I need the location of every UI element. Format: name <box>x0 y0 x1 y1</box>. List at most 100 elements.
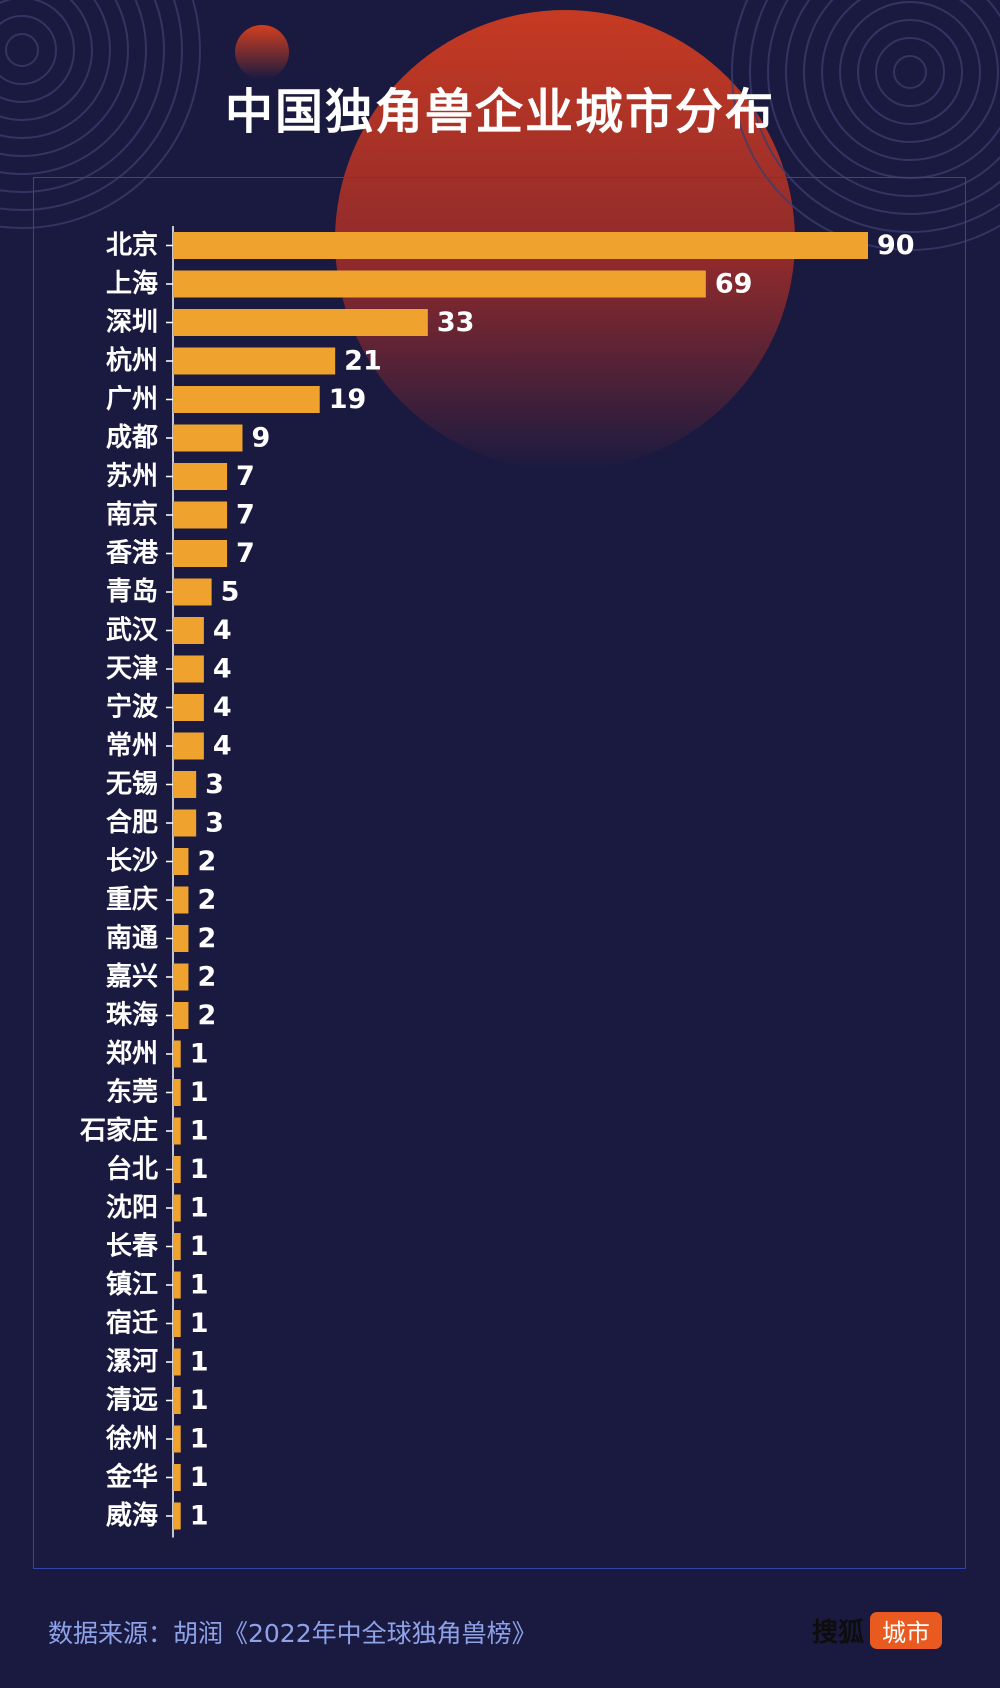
data-label: 4 <box>213 615 232 646</box>
data-label: 2 <box>197 962 216 993</box>
data-label: 7 <box>236 461 255 492</box>
category-label: 金华 <box>105 1462 158 1493</box>
data-label: 4 <box>213 731 232 762</box>
data-label: 2 <box>197 885 216 916</box>
category-label: 台北 <box>106 1154 158 1185</box>
category-label: 香港 <box>106 539 159 569</box>
category-label: 沈阳 <box>106 1193 158 1223</box>
bar <box>173 1271 181 1299</box>
bar <box>173 1348 181 1376</box>
data-label: 1 <box>190 1462 209 1493</box>
chart-title: 中国独角兽企业城市分布 <box>224 84 775 140</box>
data-label: 1 <box>190 1154 209 1185</box>
category-label: 徐州 <box>105 1423 158 1454</box>
category-label: 青岛 <box>106 576 158 607</box>
bar <box>173 1194 181 1222</box>
category-label: 杭州 <box>106 345 158 376</box>
data-label: 4 <box>213 692 232 723</box>
bar <box>173 578 212 606</box>
category-label: 漯河 <box>106 1347 158 1377</box>
bar <box>173 925 189 952</box>
data-label: 1 <box>190 1116 209 1147</box>
bar <box>173 694 204 721</box>
data-label: 2 <box>197 1000 216 1031</box>
data-label: 33 <box>437 307 475 338</box>
brand-city-badge: 城市 <box>870 1611 943 1649</box>
bar <box>173 540 228 567</box>
category-label: 武汉 <box>106 616 159 646</box>
category-label: 广州 <box>106 385 158 415</box>
bar <box>173 1156 181 1183</box>
category-label: 长春 <box>106 1232 158 1262</box>
bar <box>173 1310 181 1337</box>
chart-frame <box>33 177 966 1569</box>
bar <box>173 232 868 259</box>
data-label: 9 <box>252 423 271 454</box>
category-label: 石家庄 <box>79 1115 158 1146</box>
bar <box>173 1233 181 1260</box>
category-label: 天津 <box>106 654 158 684</box>
data-label: 4 <box>213 654 232 685</box>
data-label: 3 <box>205 769 224 800</box>
bar <box>173 1117 181 1145</box>
bar <box>173 386 320 413</box>
bar <box>173 1002 189 1029</box>
data-label: 1 <box>190 1347 209 1378</box>
data-label: 1 <box>190 1039 209 1070</box>
data-label: 69 <box>715 269 753 300</box>
category-label: 常州 <box>106 731 158 761</box>
data-label: 21 <box>344 346 382 377</box>
category-label: 重庆 <box>106 884 158 915</box>
data-label: 7 <box>236 500 255 531</box>
bar <box>173 1079 181 1106</box>
brand-name: 搜狐 <box>812 1617 865 1648</box>
category-label: 镇江 <box>106 1270 158 1300</box>
category-label: 上海 <box>106 269 158 299</box>
category-label: 嘉兴 <box>106 962 158 992</box>
category-label: 北京 <box>106 230 158 261</box>
bar <box>173 463 228 490</box>
ripple-right <box>731 0 1000 251</box>
data-label: 1 <box>190 1424 209 1455</box>
category-label: 宿迁 <box>106 1308 158 1339</box>
bar <box>173 617 204 644</box>
brand-logo: 搜狐 城市 <box>812 1611 943 1649</box>
data-label: 1 <box>190 1270 209 1301</box>
category-label: 成都 <box>106 423 158 453</box>
data-label: 1 <box>190 1077 209 1108</box>
category-label: 郑州 <box>106 1039 158 1069</box>
bar <box>173 655 204 683</box>
data-label: 7 <box>236 538 255 569</box>
bar <box>173 347 336 375</box>
bar <box>173 424 243 452</box>
data-label: 2 <box>197 923 216 954</box>
bar <box>173 732 204 760</box>
bar <box>173 1425 181 1453</box>
category-label: 深圳 <box>106 308 158 338</box>
data-label: 3 <box>205 808 224 839</box>
bar <box>173 963 189 991</box>
bar <box>173 501 228 529</box>
ripple-left <box>0 0 201 229</box>
bar <box>173 1464 181 1491</box>
category-label: 威海 <box>106 1500 158 1531</box>
data-label: 90 <box>877 230 915 261</box>
bar <box>173 1040 181 1068</box>
data-label: 19 <box>329 384 367 415</box>
category-label: 宁波 <box>106 692 159 723</box>
source-note: 数据来源：胡润《2022年中全球独角兽榜》 <box>48 1619 537 1648</box>
category-label: 珠海 <box>106 1001 158 1031</box>
category-label: 苏州 <box>106 462 158 492</box>
category-label: 南京 <box>106 499 158 530</box>
data-label: 1 <box>190 1501 209 1532</box>
data-label: 5 <box>221 577 240 608</box>
data-label: 1 <box>190 1231 209 1262</box>
bar <box>173 270 706 298</box>
category-label: 无锡 <box>106 770 158 800</box>
bar <box>173 809 197 837</box>
category-label: 合肥 <box>106 807 158 838</box>
data-label: 1 <box>190 1385 209 1416</box>
small-sun-shape <box>235 25 289 79</box>
category-label: 清远 <box>106 1386 158 1416</box>
bar <box>173 309 428 336</box>
